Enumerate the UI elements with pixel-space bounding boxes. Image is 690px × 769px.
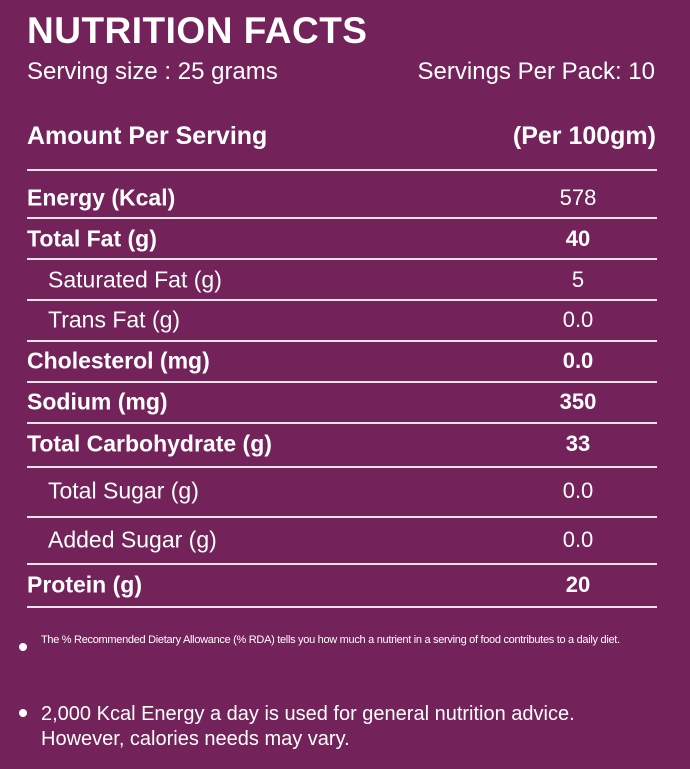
- divider: [27, 516, 657, 518]
- divider: [27, 340, 657, 342]
- nutrient-label: Sodium (mg): [27, 388, 168, 415]
- nutrient-value: 0.0: [562, 478, 594, 503]
- divider: [27, 563, 657, 565]
- divider: [27, 381, 657, 383]
- nutrient-label: Total Fat (g): [27, 225, 157, 252]
- nutrient-value: 40: [565, 226, 591, 251]
- nutrient-label: Cholesterol (mg): [27, 347, 210, 374]
- bullet-icon: [19, 709, 27, 717]
- bullet-icon: [19, 643, 27, 651]
- servings-per-pack: Servings Per Pack: 10: [417, 58, 655, 85]
- nutrient-value: 350: [559, 389, 597, 414]
- nutrient-label: Added Sugar (g): [48, 526, 217, 553]
- divider: [27, 466, 657, 468]
- nutrient-label: Energy (Kcal): [27, 184, 176, 211]
- nutrient-value: 0.0: [562, 348, 594, 373]
- nutrient-value: 20: [565, 572, 591, 597]
- nutrient-value: 5: [571, 267, 585, 292]
- per-100gm-header: (Per 100gm): [512, 122, 656, 150]
- divider: [27, 422, 657, 424]
- divider: [27, 169, 657, 171]
- footnote-rda: The % Recommended Dietary Allowance (% R…: [41, 634, 620, 646]
- serving-size: Serving size : 25 grams: [27, 58, 278, 85]
- divider: [27, 258, 657, 260]
- amount-per-serving-header: Amount Per Serving: [27, 122, 268, 150]
- nutrient-label: Total Sugar (g): [48, 477, 199, 504]
- divider: [27, 606, 657, 608]
- nutrient-label: Protein (g): [27, 571, 142, 598]
- nutrient-value: 0.0: [562, 527, 594, 552]
- nutrient-value: 578: [559, 185, 597, 210]
- nutrient-value: 33: [565, 431, 591, 456]
- nutrient-value: 0.0: [562, 307, 594, 332]
- nutrient-label: Trans Fat (g): [48, 306, 181, 333]
- nutrient-label: Saturated Fat (g): [48, 266, 222, 293]
- footnote-energy: 2,000 Kcal Energy a day is used for gene…: [41, 703, 575, 750]
- nutrient-label: Total Carbohydrate (g): [27, 430, 272, 457]
- divider: [27, 299, 657, 301]
- page-title: NUTRITION FACTS: [27, 10, 368, 51]
- divider: [27, 217, 657, 219]
